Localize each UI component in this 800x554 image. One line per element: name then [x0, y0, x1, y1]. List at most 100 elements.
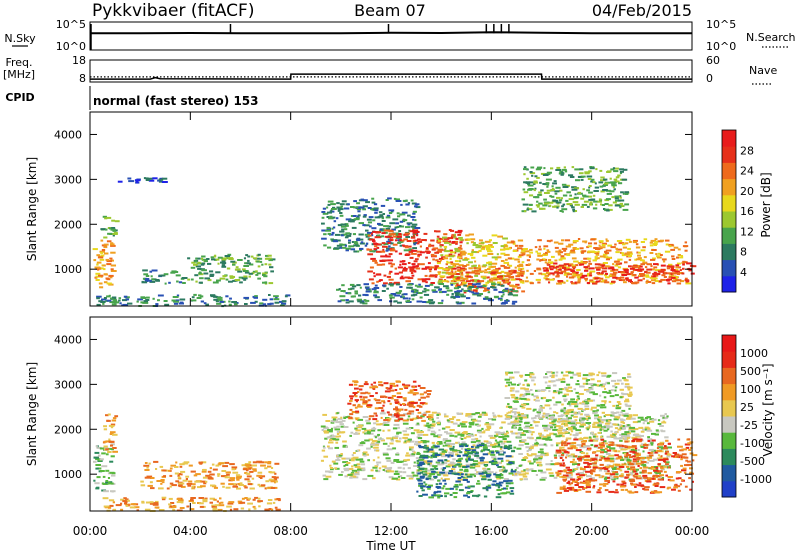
n-sky-line [90, 31, 692, 35]
data-cell [656, 256, 662, 259]
data-cell [330, 203, 336, 206]
data-cell [474, 274, 479, 277]
data-cell [646, 422, 650, 425]
data-cell [467, 496, 471, 499]
data-cell [529, 251, 533, 254]
data-cell [469, 458, 474, 461]
data-cell [604, 203, 609, 205]
data-cell [143, 273, 149, 276]
data-cell [499, 447, 503, 450]
data-cell [500, 252, 506, 255]
data-cell [561, 420, 567, 423]
data-cell [418, 446, 425, 449]
data-cell [383, 231, 388, 234]
data-cell [533, 395, 539, 398]
data-cell [372, 208, 377, 211]
data-cell [604, 387, 607, 390]
data-cell [628, 255, 632, 257]
data-cell [475, 291, 478, 294]
data-cell [458, 483, 463, 486]
data-cell [100, 470, 105, 472]
data-cell [607, 382, 610, 385]
data-cell [220, 482, 225, 485]
data-cell [340, 225, 347, 228]
data-cell [623, 437, 628, 440]
data-cell [268, 282, 274, 285]
data-cell [422, 467, 428, 470]
data-cell [614, 195, 619, 198]
data-cell [588, 198, 594, 201]
data-cell [112, 300, 118, 303]
data-cell [555, 374, 558, 377]
data-cell [460, 301, 465, 304]
data-cell [392, 243, 398, 246]
data-cell [624, 261, 628, 264]
data-cell [388, 272, 392, 275]
data-cell [590, 378, 595, 381]
data-cell [421, 278, 427, 281]
data-cell [531, 453, 537, 456]
data-cell [427, 463, 431, 466]
data-cell [603, 440, 607, 443]
data-cell [363, 224, 370, 227]
data-cell [562, 186, 569, 188]
data-cell [188, 464, 193, 467]
data-cell [394, 272, 400, 275]
data-cell [435, 461, 441, 464]
data-cell [448, 455, 452, 458]
data-cell [221, 264, 226, 267]
data-cell [558, 251, 563, 254]
data-cell [421, 267, 428, 270]
data-cell [561, 171, 564, 174]
data-cell [203, 302, 207, 305]
data-cell [141, 281, 148, 284]
data-cell [635, 268, 640, 271]
data-cell [670, 267, 675, 270]
data-cell [488, 434, 494, 437]
data-cell [353, 250, 357, 253]
data-cell [457, 256, 462, 259]
data-cell [453, 275, 460, 278]
data-cell [537, 451, 544, 454]
data-cell [172, 296, 179, 298]
n-search-tick-top: 10^5 [706, 18, 736, 31]
data-cell [563, 469, 567, 472]
data-cell [691, 265, 697, 268]
data-cell [590, 472, 593, 475]
data-cell [548, 265, 555, 268]
data-cell [567, 469, 573, 471]
data-cell [147, 279, 153, 282]
data-cell [437, 271, 442, 274]
data-cell [410, 249, 414, 252]
data-cell [440, 463, 445, 466]
data-cell [410, 225, 417, 228]
data-cell [531, 470, 537, 472]
data-cell [652, 275, 656, 278]
data-cell [607, 419, 611, 422]
data-cell [503, 451, 506, 454]
data-cell [519, 394, 522, 397]
data-cell [466, 470, 469, 473]
data-cell [479, 474, 482, 477]
data-cell [491, 262, 498, 265]
data-cell [398, 271, 403, 274]
data-cell [205, 474, 211, 477]
data-cell [197, 267, 202, 270]
data-cell [635, 246, 641, 249]
data-cell [351, 226, 357, 229]
data-cell [579, 466, 583, 469]
data-cell [464, 238, 468, 241]
data-cell [465, 477, 468, 480]
data-cell [543, 376, 549, 379]
data-cell [518, 473, 525, 476]
data-cell [492, 269, 499, 272]
freq-tick-top: 18 [72, 54, 86, 67]
data-cell [211, 463, 215, 466]
data-cell [407, 438, 412, 441]
data-cell [568, 243, 574, 246]
data-cell [501, 488, 504, 490]
data-cell [103, 490, 109, 493]
data-cell [457, 269, 462, 272]
data-cell [632, 469, 635, 471]
